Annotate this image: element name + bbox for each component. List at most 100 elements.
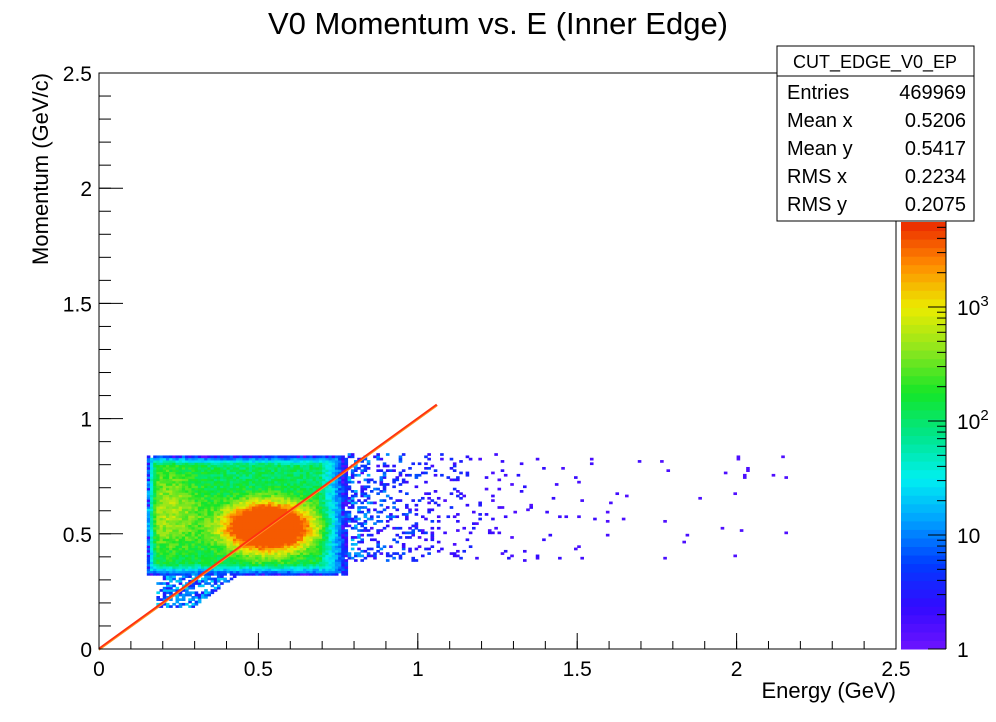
heatmap-cell bbox=[252, 552, 256, 555]
heatmap-cell bbox=[580, 499, 584, 502]
heatmap-cell bbox=[331, 513, 336, 516]
heatmap-cell bbox=[430, 538, 435, 542]
heatmap-cell bbox=[264, 492, 269, 496]
heatmap-cell bbox=[181, 462, 186, 466]
heatmap-cell bbox=[334, 492, 339, 496]
heatmap-cell bbox=[475, 522, 479, 525]
heatmap-cell bbox=[201, 531, 205, 535]
heatmap-cell bbox=[344, 476, 349, 479]
heatmap-cell bbox=[185, 469, 189, 472]
heatmap-cell bbox=[239, 457, 243, 461]
heatmap-cell bbox=[338, 522, 342, 525]
heatmap-cell bbox=[264, 476, 269, 479]
heatmap-cell bbox=[325, 515, 329, 519]
heatmap-cell bbox=[306, 460, 310, 463]
heatmap-cell bbox=[347, 552, 352, 555]
heatmap-cell bbox=[159, 531, 164, 535]
heatmap-cell bbox=[334, 464, 339, 468]
heatmap-cell bbox=[172, 526, 176, 530]
heatmap-cell bbox=[299, 547, 304, 551]
heatmap-cell bbox=[181, 501, 186, 505]
heatmap-cell bbox=[172, 455, 176, 459]
heatmap-cell bbox=[150, 536, 154, 539]
heatmap-cell bbox=[245, 563, 250, 567]
heatmap-cell bbox=[175, 572, 180, 576]
heatmap-cell bbox=[452, 464, 457, 468]
heatmap-cell bbox=[267, 457, 272, 461]
heatmap-cell bbox=[172, 485, 176, 489]
heatmap-cell bbox=[334, 554, 339, 558]
heatmap-cell bbox=[175, 556, 180, 560]
heatmap-cell bbox=[226, 517, 231, 521]
heatmap-cell bbox=[201, 563, 205, 567]
heatmap-cell bbox=[207, 469, 211, 472]
heatmap-cell bbox=[236, 496, 240, 500]
heatmap-cell bbox=[146, 545, 151, 549]
heatmap-cell bbox=[169, 510, 173, 514]
heatmap-cell bbox=[213, 473, 218, 477]
heatmap-cell bbox=[360, 501, 365, 505]
heatmap-cell bbox=[175, 513, 180, 516]
heatmap-cell bbox=[252, 522, 256, 525]
heatmap-cell bbox=[146, 566, 151, 569]
heatmap-cell bbox=[411, 524, 416, 528]
heatmap-cell bbox=[248, 536, 253, 539]
heatmap-cell bbox=[385, 453, 390, 456]
heatmap-cell bbox=[188, 533, 192, 537]
heatmap-cell bbox=[239, 549, 243, 553]
heatmap-cell bbox=[341, 464, 345, 468]
heatmap-cell bbox=[264, 556, 269, 560]
heatmap-cell bbox=[252, 496, 256, 500]
heatmap-cell bbox=[258, 473, 262, 477]
heatmap-cell bbox=[309, 538, 313, 542]
heatmap-cell bbox=[325, 526, 329, 530]
heatmap-cell bbox=[156, 554, 160, 558]
heatmap-cell bbox=[207, 591, 211, 595]
heatmap-cell bbox=[188, 586, 192, 590]
heatmap-cell bbox=[213, 549, 218, 553]
heatmap-cell bbox=[344, 552, 349, 555]
heatmap-cell bbox=[194, 490, 199, 493]
heatmap-cell bbox=[181, 602, 186, 606]
heatmap-cell bbox=[331, 531, 336, 535]
heatmap-cell bbox=[420, 529, 425, 532]
heatmap-cell bbox=[303, 462, 307, 466]
heatmap-cell bbox=[379, 503, 384, 507]
heatmap-cell bbox=[146, 480, 151, 484]
heatmap-cell bbox=[277, 522, 282, 525]
heatmap-cell bbox=[201, 460, 205, 463]
heatmap-cell bbox=[255, 513, 259, 516]
palette-band bbox=[901, 401, 946, 411]
heatmap-cell bbox=[204, 487, 208, 491]
heatmap-cell bbox=[226, 501, 231, 505]
heatmap-cell bbox=[382, 483, 387, 486]
heatmap-cell bbox=[462, 494, 467, 498]
heatmap-cell bbox=[271, 540, 275, 544]
heatmap-cell bbox=[303, 570, 307, 574]
heatmap-cell bbox=[191, 561, 196, 565]
heatmap-cell bbox=[392, 526, 396, 530]
heatmap-cell bbox=[197, 598, 202, 602]
heatmap-cell bbox=[172, 570, 176, 574]
heatmap-cell bbox=[344, 473, 349, 477]
heatmap-cell bbox=[283, 460, 288, 463]
heatmap-cell bbox=[220, 556, 224, 560]
heatmap-cell bbox=[150, 483, 154, 486]
heatmap-cell bbox=[248, 561, 253, 565]
heatmap-cell bbox=[299, 471, 304, 475]
heatmap-cell bbox=[159, 522, 164, 525]
heatmap-cell bbox=[226, 531, 231, 535]
heatmap-cell bbox=[287, 499, 291, 502]
heatmap-cell bbox=[172, 464, 176, 468]
heatmap-cell bbox=[293, 552, 298, 555]
heatmap-cell bbox=[236, 476, 240, 479]
heatmap-cell bbox=[229, 556, 234, 560]
heatmap-cell bbox=[414, 513, 419, 516]
heatmap-cell bbox=[296, 552, 301, 555]
heatmap-cell bbox=[213, 568, 218, 572]
heatmap-cell bbox=[306, 478, 310, 482]
heatmap-cell bbox=[165, 559, 170, 562]
heatmap-cell bbox=[264, 471, 269, 475]
heatmap-cell bbox=[245, 480, 250, 484]
heatmap-cell bbox=[344, 490, 349, 493]
